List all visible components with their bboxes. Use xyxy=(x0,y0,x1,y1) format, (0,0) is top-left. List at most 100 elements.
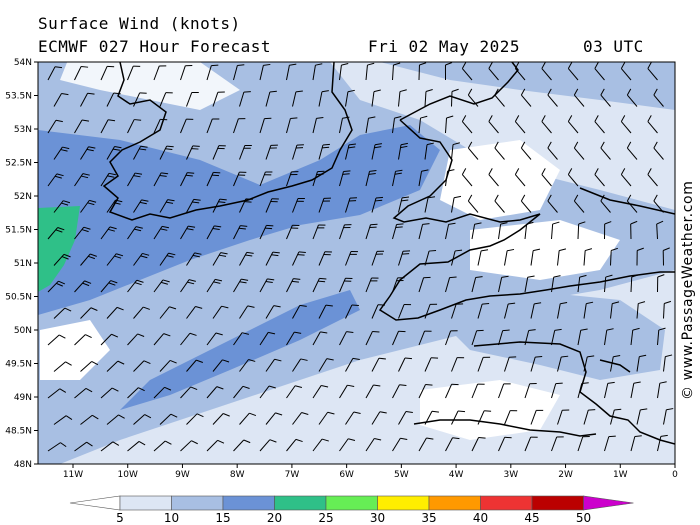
wind-barb xyxy=(180,118,194,134)
wind-barb xyxy=(657,381,667,399)
wind-barb xyxy=(318,304,333,319)
wind-barb xyxy=(600,194,611,213)
wind-barb xyxy=(345,89,355,107)
wind-barb xyxy=(345,197,357,213)
wind-barb xyxy=(106,199,123,213)
lat-tick-label: 48.5N xyxy=(5,427,32,437)
wind-barb xyxy=(520,141,532,160)
wind-barb xyxy=(524,329,536,346)
lon-tick-label: 3W xyxy=(504,470,519,480)
wind-barb xyxy=(365,438,382,452)
wind-barb xyxy=(371,304,385,319)
wind-barb xyxy=(504,410,518,425)
wind-barb xyxy=(74,280,92,293)
wind-barb xyxy=(292,198,305,213)
wind-barb xyxy=(312,331,328,346)
wind-barb xyxy=(312,116,324,134)
legend-label: 30 xyxy=(370,511,385,525)
wind-barb xyxy=(445,437,460,452)
wind-barb xyxy=(159,199,175,213)
wind-barb xyxy=(551,328,562,346)
wind-barb xyxy=(471,222,482,240)
wind-barb xyxy=(159,252,176,266)
wind-barb xyxy=(498,383,511,399)
site-credit: © www.PassageWeather.com xyxy=(680,180,696,400)
wind-barb xyxy=(100,65,115,81)
wind-barb xyxy=(647,62,658,81)
wind-barb xyxy=(159,306,177,319)
wind-barb xyxy=(647,115,658,134)
wind-barb xyxy=(206,439,225,452)
wind-barb xyxy=(636,354,647,372)
lon-tick-label: 0 xyxy=(672,470,678,480)
wind-barb xyxy=(583,409,596,425)
wind-barb xyxy=(53,415,73,425)
wind-barb xyxy=(47,388,67,399)
wind-barb xyxy=(392,169,403,187)
wind-barb xyxy=(451,88,459,107)
wind-barb xyxy=(292,304,307,319)
wind-barb xyxy=(239,91,251,107)
wind-barb xyxy=(212,145,226,160)
wind-barb xyxy=(445,169,455,187)
wind-barb xyxy=(392,223,404,240)
legend-label: 5 xyxy=(116,511,124,525)
wind-barb xyxy=(312,224,326,240)
wind-barb xyxy=(239,305,255,319)
wind-barb xyxy=(286,63,297,81)
wind-barb xyxy=(530,248,541,266)
wind-barb xyxy=(392,116,402,134)
wind-barb xyxy=(504,302,516,319)
wind-barb xyxy=(610,247,618,266)
wind-barb xyxy=(514,115,526,134)
wind-barb xyxy=(100,280,118,293)
wind-barb xyxy=(424,249,437,266)
wind-barb xyxy=(53,146,70,160)
wind-barb xyxy=(318,143,330,160)
wind-barb xyxy=(392,62,401,81)
wind-barb xyxy=(53,200,71,213)
wind-barb xyxy=(127,226,143,240)
wind-barb xyxy=(265,251,280,266)
wind-barb xyxy=(657,434,668,452)
wind-barb xyxy=(133,145,148,160)
wind-barb xyxy=(488,62,499,81)
wind-barb xyxy=(233,118,246,134)
legend-label: 20 xyxy=(267,511,282,525)
wind-barb xyxy=(265,305,281,319)
wind-barb xyxy=(620,168,632,187)
wind-barb xyxy=(259,439,277,452)
wind-barb xyxy=(239,198,253,213)
wind-barb xyxy=(600,141,611,160)
wind-barb xyxy=(186,145,200,160)
wind-barb xyxy=(451,142,460,160)
wind-barb xyxy=(318,90,329,107)
lon-tick-label: 1W xyxy=(613,470,628,480)
wind-barb xyxy=(547,88,558,107)
wind-barb xyxy=(520,194,532,213)
wind-barb xyxy=(445,222,456,240)
wind-barb xyxy=(371,250,385,266)
wind-barb xyxy=(153,172,169,187)
wind-barb xyxy=(604,435,616,452)
wind-barb xyxy=(371,89,381,107)
wind-barb xyxy=(339,277,353,293)
wind-barb xyxy=(541,62,552,81)
wind-barb xyxy=(398,357,413,372)
wind-barb xyxy=(312,384,329,399)
wind-barb xyxy=(573,141,585,160)
wind-barb xyxy=(239,144,252,160)
wind-barb xyxy=(494,141,505,160)
wind-barb xyxy=(265,412,283,425)
wind-barb xyxy=(471,329,484,346)
wind-barb xyxy=(488,168,499,187)
wind-barb xyxy=(445,276,457,293)
wind-barb xyxy=(577,328,588,346)
wind-barb xyxy=(557,409,570,425)
wind-barb xyxy=(424,89,433,107)
wind-barb xyxy=(339,384,355,399)
wind-barb xyxy=(47,280,66,293)
wind-barb xyxy=(610,355,621,372)
wind-barb xyxy=(471,276,483,293)
wind-barb xyxy=(239,412,257,425)
